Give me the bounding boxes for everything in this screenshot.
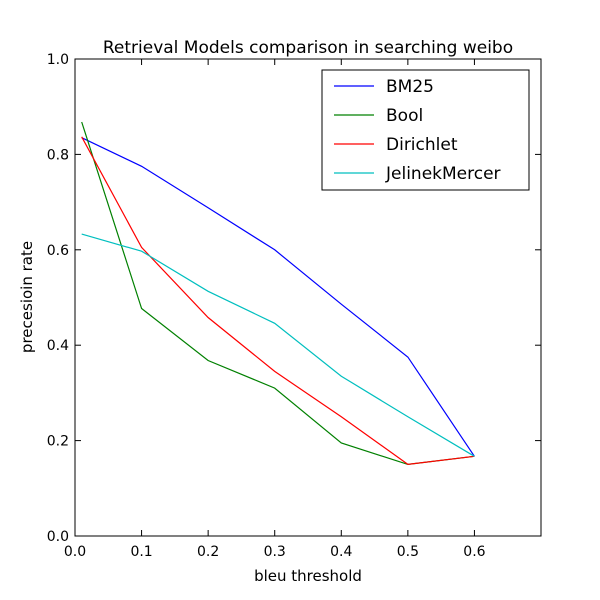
legend-label-bm25: BM25 <box>386 77 434 97</box>
x-tick-label: 0.5 <box>397 544 419 560</box>
legend-label-jelinekmercer: JelinekMercer <box>385 164 501 184</box>
series-line-bm25 <box>81 137 475 457</box>
x-tick-label: 0.0 <box>64 544 86 560</box>
legend-label-dirichlet: Dirichlet <box>386 135 458 155</box>
y-tick-label: 0.6 <box>47 243 69 259</box>
x-tick-label: 0.3 <box>264 544 286 560</box>
y-tick-label: 0.2 <box>47 434 69 450</box>
y-tick-label: 0.0 <box>47 529 69 545</box>
series-line-dirichlet <box>81 136 475 466</box>
x-tick-label: 0.1 <box>130 544 152 560</box>
plot-frame <box>74 58 542 537</box>
y-tick-label: 0.4 <box>47 338 69 354</box>
series-layer <box>81 121 475 466</box>
legend-box <box>321 69 530 191</box>
x-tick-label: 0.2 <box>197 544 219 560</box>
legend-label-bool: Bool <box>386 106 423 126</box>
series-line-jelinekmercer <box>81 233 475 457</box>
x-axis-label: bleu threshold <box>254 567 362 585</box>
x-tick-label: 0.6 <box>463 544 485 560</box>
x-tick-label: 0.4 <box>330 544 352 560</box>
ticks-layer: 0.0 0.1 0.2 0.3 0.4 0.5 0.6 0.0 0.2 0.4 0.6 0.8 1.0 <box>47 52 541 560</box>
y-tick-label: 1.0 <box>47 52 69 68</box>
y-tick-label: 0.8 <box>47 147 69 163</box>
legend: BM25 Bool Dirichlet JelinekMercer <box>321 69 530 191</box>
chart-title: Retrieval Models comparison in searching… <box>103 38 513 58</box>
y-axis-label: precesioin rate <box>18 241 36 353</box>
